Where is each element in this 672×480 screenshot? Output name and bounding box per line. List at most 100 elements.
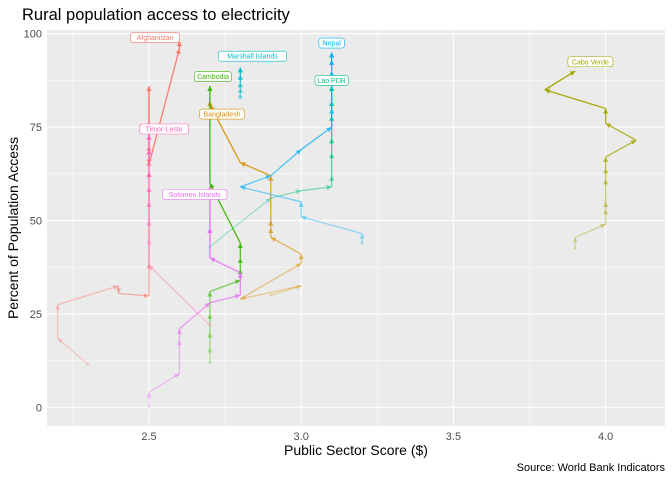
- country-label-box: [194, 71, 232, 82]
- series-arrowhead: [544, 88, 551, 94]
- y-tick-label: 75: [30, 122, 42, 134]
- country-label-text: Timor-Leste: [146, 127, 183, 134]
- series-segment: [209, 279, 241, 293]
- series-bangladesh: [207, 100, 304, 301]
- series-arrowhead: [268, 228, 274, 233]
- country-label-box: [314, 75, 349, 86]
- series-arrowhead: [359, 233, 365, 239]
- series-arrowhead: [237, 74, 243, 80]
- series-segment: [605, 122, 637, 141]
- country-label-text: Solomon Islands: [169, 192, 221, 199]
- series-arrowhead: [209, 257, 216, 263]
- series-arrowhead: [207, 228, 213, 233]
- country-label: Timor-Leste: [139, 123, 189, 135]
- series-arrowhead: [57, 338, 64, 344]
- chart-title: Rural population access to electricity: [22, 6, 291, 24]
- series-segment: [118, 292, 150, 297]
- series-arrowhead: [572, 237, 578, 243]
- series-arrowhead: [115, 288, 122, 294]
- x-tick-label: 3.0: [294, 431, 309, 443]
- series-arrowhead: [146, 134, 152, 140]
- series-segment: [270, 236, 302, 255]
- country-label-box: [130, 32, 180, 43]
- country-label: Cambodia: [194, 71, 232, 82]
- series-start-point: [238, 95, 242, 99]
- country-label-text: Lao PDR: [317, 78, 345, 85]
- country-label-box: [162, 189, 228, 200]
- series-segment: [270, 285, 302, 296]
- country-label-text: Bangladesh: [204, 112, 241, 119]
- series-arrowhead: [237, 257, 243, 263]
- series-arrowhead: [176, 340, 183, 346]
- x-axis-title: Public Sector Score ($): [284, 442, 428, 458]
- series-arrowhead: [329, 52, 335, 58]
- series-arrowhead: [329, 153, 335, 159]
- series-arrowhead: [148, 265, 155, 271]
- series-arrowhead: [326, 184, 332, 191]
- series-arrowhead: [603, 157, 609, 163]
- series-segment: [57, 285, 119, 306]
- series-segment: [301, 186, 332, 192]
- series-arrowhead: [237, 67, 243, 73]
- series-segment: [544, 70, 576, 91]
- series-segment: [240, 175, 271, 188]
- series-arrowhead: [237, 82, 243, 88]
- series-arrowhead: [569, 71, 576, 76]
- country-label-box: [139, 123, 189, 135]
- series-arrowhead: [234, 279, 241, 285]
- series-segment: [239, 262, 302, 300]
- series-arrowhead: [270, 237, 277, 243]
- series-arrowhead: [329, 59, 335, 65]
- series-arrowhead: [295, 149, 302, 155]
- series-arrowhead: [237, 242, 243, 248]
- series-arrowhead: [295, 189, 302, 195]
- series-arrowhead: [207, 291, 213, 297]
- series-arrowhead: [173, 373, 180, 379]
- series-segment: [240, 162, 272, 177]
- plot-panel: [47, 30, 665, 426]
- series-segment: [300, 126, 333, 151]
- series-arrowhead: [146, 220, 152, 226]
- series-arrowhead: [268, 220, 274, 226]
- country-label-text: Cabo Verde: [572, 59, 609, 66]
- country-label-text: Nepal: [322, 41, 341, 48]
- series-segment: [240, 186, 302, 203]
- country-label: Solomon Islands: [162, 189, 228, 200]
- x-tick-label: 3.5: [446, 431, 461, 443]
- series-arrowhead: [298, 201, 304, 207]
- series-arrowhead: [240, 295, 246, 301]
- country-label: Bangladesh: [199, 108, 245, 120]
- series-arrowhead: [234, 293, 241, 299]
- series-arrowhead: [175, 48, 181, 55]
- series-arrowhead: [209, 183, 215, 189]
- series-arrowhead: [295, 284, 302, 290]
- series-arrowhead: [268, 175, 274, 181]
- series-arrowhead: [176, 41, 183, 47]
- series-segment: [301, 216, 363, 235]
- series-arrowhead: [603, 179, 609, 185]
- country-label-box: [567, 56, 614, 68]
- series-segment: [270, 190, 302, 199]
- series-arrowhead: [176, 328, 183, 334]
- x-tick-labels: 2.5 3.0 3.5 4.0: [141, 431, 613, 443]
- series-segment: [240, 285, 302, 300]
- y-axis-title: Percent of Population Access: [5, 137, 21, 319]
- series-cabo-verde: [544, 70, 637, 251]
- series-arrowhead: [603, 201, 609, 207]
- country-label-box: [217, 50, 287, 62]
- country-label-box: [199, 108, 245, 120]
- series-arrowhead: [237, 272, 243, 278]
- series-arrowhead: [146, 186, 152, 192]
- country-label-text: Afghanistan: [137, 35, 174, 42]
- series-arrowhead: [207, 313, 213, 319]
- series-nepal: [240, 52, 365, 245]
- series-start-point: [269, 293, 273, 297]
- series-solomon-islands: [146, 186, 243, 409]
- series-segment: [209, 197, 272, 248]
- series-arrowhead: [240, 162, 246, 167]
- series-arrowhead: [329, 71, 335, 77]
- series-start-point: [208, 360, 212, 364]
- series-arrowhead: [204, 302, 210, 308]
- series-segment: [148, 264, 211, 326]
- series-start-point: [360, 241, 364, 245]
